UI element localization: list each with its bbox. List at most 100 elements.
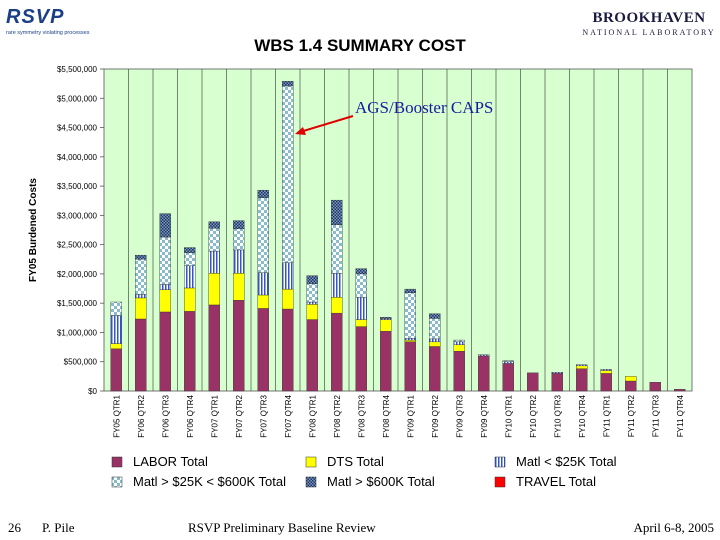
bar-segment-matl-600k-total — [355, 268, 367, 275]
legend-swatch — [305, 476, 317, 488]
rsvp-logo-tagline: rare symmetry violating processes — [6, 30, 90, 36]
x-tick-label: FY11 QTR2 — [627, 394, 636, 437]
annotation-arrow — [299, 115, 354, 133]
bar-segment-matl-600k-total — [257, 189, 269, 198]
bar-segment-matl-600k-total — [135, 254, 147, 260]
x-tick-label: FY10 QTR1 — [504, 394, 513, 437]
footer-date: April 6-8, 2005 — [633, 520, 714, 535]
page-number: 26 — [8, 520, 21, 535]
bar-segment-dts-total — [233, 273, 245, 301]
bar-segment-matl-600k-total — [429, 313, 441, 319]
x-tick-label: FY08 QTR3 — [357, 394, 366, 437]
y-tick-label: $500,000 — [64, 358, 98, 367]
bar-segment-matl-600k-total — [159, 213, 171, 238]
chart-title: WBS 1.4 SUMMARY COST — [254, 36, 466, 55]
y-tick-label: $2,500,000 — [57, 241, 98, 250]
brookhaven-logo-subtext: NATIONAL LABORATORY — [582, 28, 716, 37]
y-axis-label: FY05 Burdened Costs — [28, 178, 39, 282]
bars — [110, 81, 686, 392]
x-tick-label: FY09 QTR3 — [455, 394, 464, 437]
bar-segment-matl-25k-total — [306, 301, 318, 305]
bar-segment-matl-25k-total — [551, 372, 563, 374]
legend-swatch — [494, 456, 506, 468]
bar-segment-matl-25k-total — [453, 341, 465, 345]
bar-segment-matl-25k-total — [404, 338, 416, 341]
x-tick-label: FY08 QTR2 — [333, 394, 342, 437]
x-tick-label: FY07 QTR1 — [210, 394, 219, 437]
bar-segment-matl-25k-total — [184, 265, 196, 289]
legend-label: Matl > $25K < $600K Total — [133, 474, 286, 489]
annotation-label: AGS/Booster CAPS — [355, 98, 493, 117]
bar-segment-matl-25k-total — [159, 284, 171, 290]
bar-segment-dts-total — [282, 288, 294, 310]
legend-label: Matl < $25K Total — [516, 454, 617, 469]
x-tick-label: FY08 QTR4 — [382, 394, 391, 437]
y-tick-label: $3,500,000 — [57, 182, 98, 191]
bar-segment-labor-total — [282, 308, 294, 392]
x-tick-label: FY08 QTR1 — [308, 394, 317, 437]
bar-segment-matl-25k-600k-total — [355, 273, 367, 298]
y-axis-ticks: $0 $500,000 $1,000,000 $1,500,000 $2,000,000… — [57, 65, 104, 396]
bar-segment-matl-25k-total — [257, 272, 269, 296]
bar-segment-matl-25k-total — [502, 361, 514, 364]
bar-segment-dts-total — [625, 376, 637, 382]
bar-segment-matl-600k-total — [282, 81, 294, 87]
bar-segment-labor-total — [135, 318, 147, 392]
bar-segment-dts-total — [257, 294, 269, 309]
bar-segment-labor-total — [257, 308, 269, 392]
legend: LABOR Total DTS Total Matl < $25K Total Mat… — [111, 454, 617, 489]
bar-segment-labor-total — [649, 382, 661, 392]
y-tick-label: $3,000,000 — [57, 211, 98, 220]
legend-swatch — [494, 476, 506, 488]
x-tick-label: FY09 QTR4 — [480, 394, 489, 437]
y-tick-label: $5,000,000 — [57, 94, 98, 103]
bar-segment-labor-total — [355, 326, 367, 392]
y-tick-label: $5,500,000 — [57, 65, 98, 74]
bar-segment-matl-25k-600k-total — [135, 259, 147, 295]
bar-segment-matl-25k-600k-total — [453, 339, 465, 343]
bar-segment-matl-25k-600k-total — [429, 318, 441, 340]
bar-segment-matl-25k-total — [600, 369, 612, 371]
bar-segment-matl-25k-600k-total — [282, 85, 294, 263]
bar-segment-matl-25k-total — [478, 354, 490, 357]
bar-segment-matl-25k-600k-total — [404, 292, 416, 339]
x-tick-label: FY06 QTR2 — [137, 394, 146, 437]
bar-segment-matl-600k-total — [404, 288, 416, 293]
bar-segment-matl-25k-600k-total — [208, 228, 220, 252]
footer-event: RSVP Preliminary Baseline Review — [188, 520, 376, 535]
x-tick-label: FY09 QTR1 — [406, 394, 415, 437]
footer-author: P. Pile — [42, 520, 75, 535]
brookhaven-logo-text: BROOKHAVEN — [592, 10, 706, 26]
x-tick-label: FY10 QTR2 — [529, 394, 538, 437]
bar-segment-dts-total — [404, 339, 416, 343]
legend-swatch — [305, 456, 317, 468]
bar-segment-matl-25k-total — [110, 315, 122, 344]
bar-segment-matl-600k-total — [233, 220, 245, 230]
bar-segment-labor-total — [502, 363, 514, 392]
bar-segment-labor-total — [331, 312, 343, 392]
x-tick-label: FY07 QTR2 — [235, 394, 244, 437]
bar-segment-labor-total — [110, 348, 122, 392]
y-tick-label: $2,000,000 — [57, 270, 98, 279]
bar-segment-labor-total — [404, 341, 416, 392]
bar-segment-matl-25k-600k-total — [331, 224, 343, 274]
x-tick-label: FY07 QTR3 — [259, 394, 268, 437]
bar-segment-dts-total — [600, 370, 612, 374]
bar-segment-labor-total — [306, 319, 318, 392]
bar-segment-dts-total — [355, 319, 367, 327]
bar-segment-matl-25k-total — [208, 250, 220, 274]
bar-segment-labor-total — [429, 346, 441, 392]
x-tick-label: FY09 QTR2 — [431, 394, 440, 437]
bar-segment-dts-total — [306, 304, 318, 320]
bar-segment-labor-total — [478, 355, 490, 392]
bar-segment-labor-total — [527, 372, 539, 392]
bar-segment-matl-25k-600k-total — [306, 283, 318, 303]
legend-swatch — [111, 456, 123, 468]
bar-segment-labor-total — [184, 311, 196, 392]
x-tick-label: FY06 QTR4 — [186, 394, 195, 437]
bar-segment-matl-25k-total — [355, 297, 367, 320]
y-tick-label: $1,500,000 — [57, 299, 98, 308]
x-tick-label: FY05 QTR1 — [112, 394, 121, 437]
bar-segment-dts-total — [159, 289, 171, 313]
bar-segment-dts-total — [110, 343, 122, 350]
